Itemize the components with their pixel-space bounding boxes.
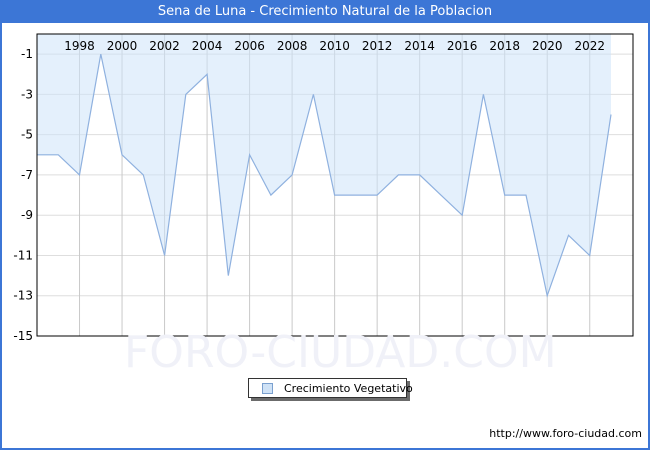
y-tick-label: -1 [21, 47, 33, 61]
x-tick-label: 2022 [574, 39, 605, 53]
plot-border [36, 33, 634, 337]
x-tick-label: 2006 [234, 39, 265, 53]
area-fill [37, 34, 611, 296]
x-tick-label: 2008 [277, 39, 308, 53]
page-title: Sena de Luna - Crecimiento Natural de la… [157, 4, 493, 19]
y-tick-label: -9 [21, 208, 33, 222]
y-tick-label: -11 [13, 248, 33, 262]
title-bar: Sena de Luna - Crecimiento Natural de la… [0, 0, 650, 23]
x-tick-label: 2010 [319, 39, 350, 53]
y-tick-label: -13 [13, 289, 33, 303]
x-tick-label: 2020 [532, 39, 563, 53]
legend-box: Crecimiento Vegetativo [248, 378, 413, 398]
y-tick-label: -5 [21, 128, 33, 142]
y-tick-label: -15 [13, 329, 33, 343]
x-tick-label: 2002 [149, 39, 180, 53]
legend-series-swatch-icon [262, 382, 273, 394]
x-tick-label: 2004 [192, 39, 223, 53]
x-tick-label: 2000 [107, 39, 138, 53]
site-url: http://www.foro-ciudad.com [489, 427, 642, 440]
data-line [37, 53, 612, 298]
x-tick-label: 2016 [447, 39, 478, 53]
x-tick-label: 2012 [362, 39, 393, 53]
y-tick-label: -3 [21, 87, 33, 101]
x-tick-label: 2014 [404, 39, 435, 53]
watermark: FORO-CIUDAD.COM [124, 327, 557, 378]
y-tick-label: -7 [21, 168, 33, 182]
x-tick-label: 1998 [64, 39, 95, 53]
x-tick-label: 2018 [489, 39, 520, 53]
legend-label: Crecimiento Vegetativo [284, 381, 413, 395]
